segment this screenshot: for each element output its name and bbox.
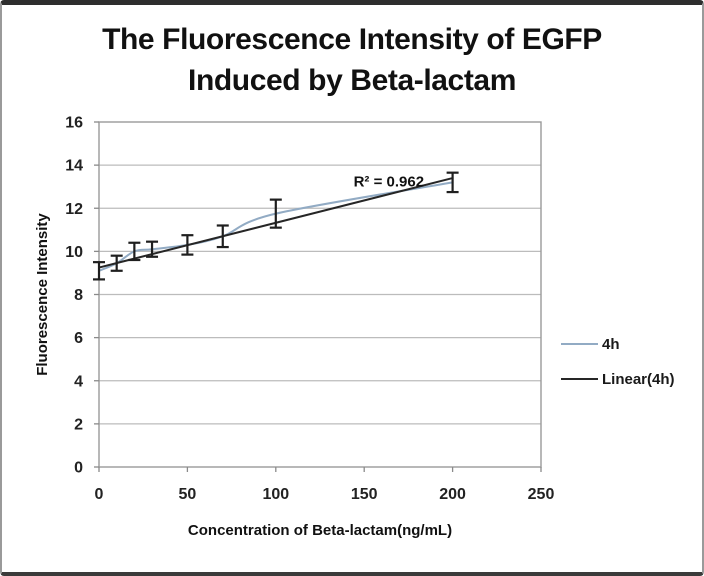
error-bar (446, 171, 459, 194)
x-tick-label: 250 (528, 486, 555, 503)
r-squared-annotation: R² = 0.962 (354, 174, 424, 191)
y-tick-label: 16 (65, 115, 83, 132)
x-tick-label: 50 (179, 486, 197, 503)
y-tick-label: 2 (74, 416, 83, 433)
chart-title: The Fluorescence Intensity of EGFP Induc… (2, 19, 702, 101)
error-bar (269, 198, 282, 229)
legend-label-2: Linear(4h) (602, 371, 675, 388)
x-axis-title: Concentration of Beta-lactam(ng/mL) (188, 522, 452, 539)
y-tick-label: 6 (74, 330, 83, 347)
y-tick-label: 8 (74, 287, 83, 304)
legend-label-1: 4h (602, 336, 620, 353)
error-bar (146, 240, 159, 258)
y-tick-label: 0 (74, 460, 83, 477)
y-tick-label: 4 (74, 373, 83, 390)
y-axis-title: Fluorescence Intensity (34, 213, 51, 376)
chart-title-line-1: The Fluorescence Intensity of EGFP (102, 23, 602, 56)
error-bar (110, 254, 123, 272)
x-tick-label: 100 (262, 486, 289, 503)
y-tick-label: 10 (65, 244, 83, 261)
error-bar (216, 224, 229, 249)
error-bar (181, 234, 194, 256)
x-tick-label: 200 (439, 486, 466, 503)
x-tick-label: 0 (95, 486, 104, 503)
chart-title-line-2: Induced by Beta-lactam (188, 64, 516, 97)
y-tick-label: 14 (65, 158, 83, 175)
y-tick-label: 12 (65, 201, 83, 218)
error-bar (93, 261, 105, 281)
x-tick-label: 150 (351, 486, 378, 503)
error-bar (128, 241, 141, 262)
